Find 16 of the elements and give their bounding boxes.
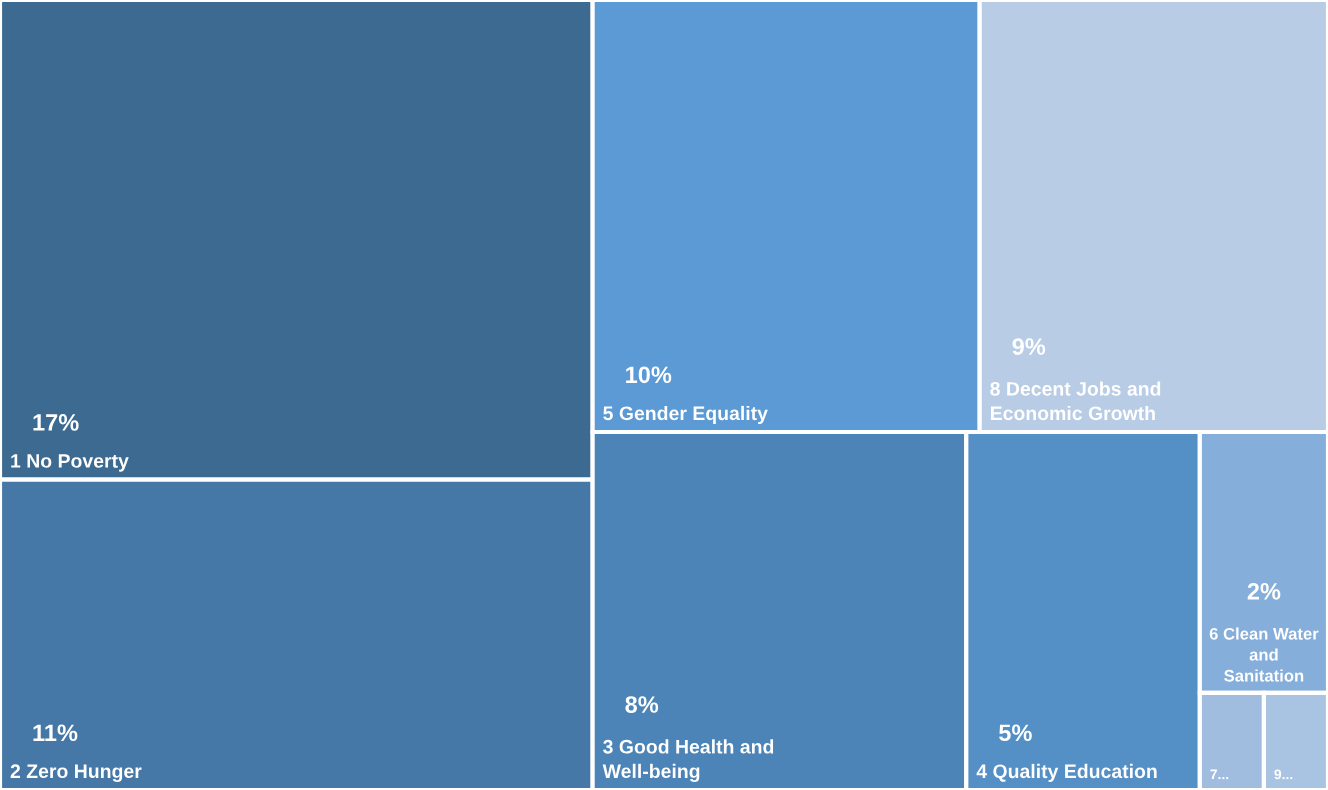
category-label: 8 Decent Jobs and Economic Growth (990, 381, 1161, 421)
category-label: 3 Good Health and Well-being (602, 739, 774, 782)
category-label: 2 Zero Hunger (10, 764, 142, 782)
category-label: 5 Gender Equality (603, 405, 768, 425)
category-label: 9... (1274, 769, 1293, 780)
data-label: 9% (1012, 338, 1046, 355)
category-label: 6 Clean Water and Sanitation (1209, 627, 1319, 682)
data-label: 5% (999, 724, 1032, 742)
category-label: 7... (1210, 769, 1229, 780)
category-label: 4 Quality Education (976, 763, 1157, 782)
data-label: 2% (1247, 582, 1281, 600)
data-label: 17% (33, 414, 79, 431)
category-label: 1 No Poverty (11, 454, 129, 472)
data-label: 10% (626, 366, 672, 384)
data-label: 8% (625, 696, 659, 713)
data-label: 11% (33, 724, 78, 742)
